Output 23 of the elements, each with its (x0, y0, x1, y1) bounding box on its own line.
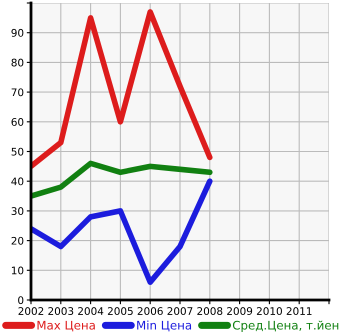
legend-label: Max Цена (38, 320, 95, 332)
y-tick-label: 10 (12, 266, 24, 274)
x-tick-label: 2009 (227, 307, 252, 316)
y-tick-label: 80 (12, 58, 24, 67)
y-tick-label: 70 (12, 88, 24, 96)
legend-label: Min Цена (137, 320, 192, 332)
y-tick-label: 20 (12, 236, 24, 245)
y-tick-label: 40 (11, 177, 24, 186)
y-tick-label: 90 (11, 28, 24, 37)
y-tick-label: 30 (12, 207, 24, 216)
x-tick-label: 2003 (48, 307, 74, 316)
x-tick-label: 2011 (286, 307, 312, 316)
y-tick-label: 0 (18, 296, 24, 304)
x-tick-label: 2010 (256, 307, 282, 316)
legend-label: Сред.Цена, т.йен (232, 320, 338, 332)
x-tick-label: 2008 (197, 307, 222, 316)
x-tick-label: 2002 (18, 307, 44, 316)
y-tick-label: 50 (12, 148, 24, 156)
x-tick-label: 2006 (138, 307, 163, 316)
x-tick-label: 2007 (168, 307, 192, 316)
y-tick-label: 60 (12, 118, 24, 126)
x-tick-label: 2005 (108, 307, 133, 316)
x-tick-label: 2004 (78, 307, 104, 316)
